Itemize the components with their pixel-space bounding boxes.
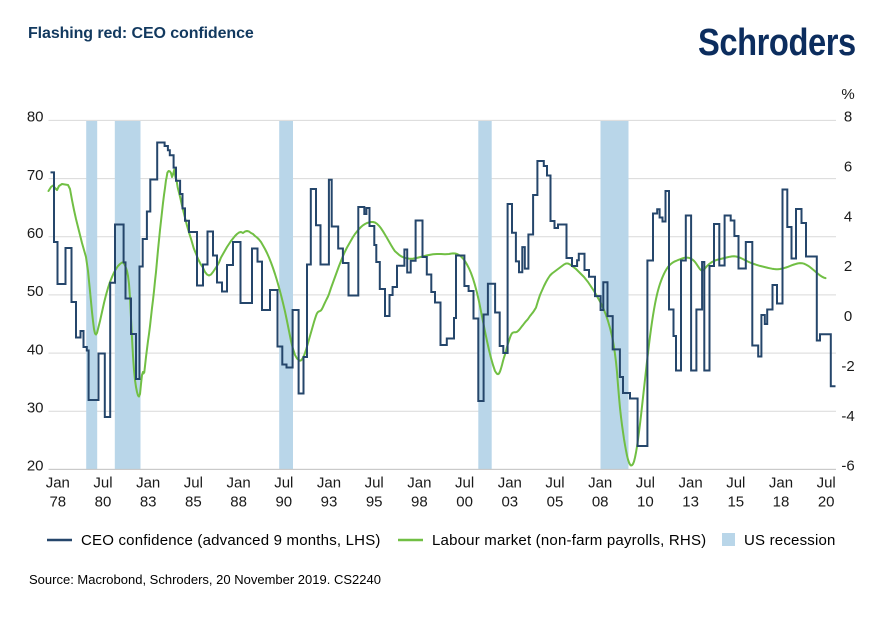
- svg-text:83: 83: [140, 494, 157, 511]
- svg-text:Jul: Jul: [93, 475, 112, 492]
- svg-text:50: 50: [27, 283, 44, 300]
- svg-text:05: 05: [547, 494, 564, 511]
- svg-text:Jan: Jan: [136, 475, 160, 492]
- svg-text:-2: -2: [841, 358, 854, 375]
- svg-text:88: 88: [230, 494, 247, 511]
- svg-text:15: 15: [727, 494, 744, 511]
- svg-text:Jan: Jan: [769, 475, 793, 492]
- svg-text:Jul: Jul: [636, 475, 655, 492]
- svg-text:8: 8: [844, 109, 852, 126]
- svg-text:US recession: US recession: [744, 532, 836, 549]
- svg-text:Jul: Jul: [365, 475, 384, 492]
- svg-text:0: 0: [844, 308, 852, 325]
- svg-text:60: 60: [27, 225, 44, 242]
- svg-text:78: 78: [49, 494, 66, 511]
- svg-text:Jul: Jul: [545, 475, 564, 492]
- svg-text:Labour market (non-farm payrol: Labour market (non-farm payrolls, RHS): [432, 532, 706, 549]
- svg-text:-6: -6: [841, 458, 854, 475]
- svg-text:Jan: Jan: [407, 475, 431, 492]
- svg-text:95: 95: [366, 494, 383, 511]
- svg-text:2: 2: [844, 258, 852, 275]
- svg-text:6: 6: [844, 159, 852, 176]
- svg-text:Jan: Jan: [227, 475, 251, 492]
- svg-text:98: 98: [411, 494, 428, 511]
- svg-text:Jul: Jul: [455, 475, 474, 492]
- svg-text:Jul: Jul: [817, 475, 836, 492]
- svg-text:90: 90: [275, 494, 292, 511]
- svg-text:85: 85: [185, 494, 202, 511]
- svg-text:03: 03: [501, 494, 518, 511]
- svg-text:%: %: [841, 86, 854, 103]
- svg-text:80: 80: [95, 494, 112, 511]
- svg-text:Jan: Jan: [588, 475, 612, 492]
- svg-text:Jan: Jan: [498, 475, 522, 492]
- svg-text:13: 13: [682, 494, 699, 511]
- svg-text:-4: -4: [841, 408, 854, 425]
- svg-text:Jan: Jan: [46, 475, 70, 492]
- svg-text:18: 18: [773, 494, 790, 511]
- svg-text:70: 70: [27, 167, 44, 184]
- svg-text:80: 80: [27, 109, 44, 126]
- svg-text:CEO confidence (advanced 9 mon: CEO confidence (advanced 9 months, LHS): [81, 532, 381, 549]
- svg-text:93: 93: [321, 494, 338, 511]
- svg-text:Jan: Jan: [679, 475, 703, 492]
- svg-text:30: 30: [27, 399, 44, 416]
- svg-text:08: 08: [592, 494, 609, 511]
- svg-text:4: 4: [844, 208, 852, 225]
- svg-text:Jul: Jul: [184, 475, 203, 492]
- svg-text:00: 00: [456, 494, 473, 511]
- svg-text:Jul: Jul: [274, 475, 293, 492]
- svg-text:20: 20: [818, 494, 835, 511]
- svg-text:Jul: Jul: [726, 475, 745, 492]
- svg-text:Jan: Jan: [317, 475, 341, 492]
- svg-text:20: 20: [27, 458, 44, 475]
- svg-text:40: 40: [27, 341, 44, 358]
- svg-text:10: 10: [637, 494, 654, 511]
